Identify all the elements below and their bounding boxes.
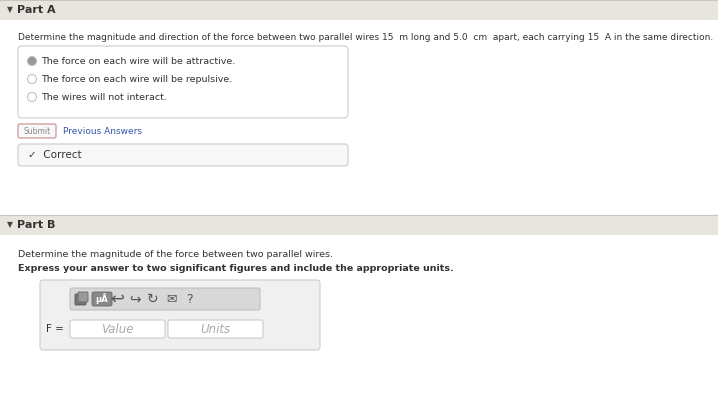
FancyBboxPatch shape [0,215,718,235]
Text: μÅ: μÅ [95,294,108,305]
FancyBboxPatch shape [0,235,718,419]
Text: Part A: Part A [17,5,55,15]
FancyBboxPatch shape [75,294,86,305]
Circle shape [27,93,37,101]
FancyBboxPatch shape [70,288,260,310]
Text: Units: Units [200,323,230,336]
Text: Part B: Part B [17,220,55,230]
Text: Express your answer to two significant figures and include the appropriate units: Express your answer to two significant f… [18,264,454,273]
FancyBboxPatch shape [0,20,718,215]
Circle shape [27,57,37,65]
Text: ✉: ✉ [166,292,176,305]
FancyBboxPatch shape [18,144,348,166]
Text: Determine the magnitude and direction of the force between two parallel wires 15: Determine the magnitude and direction of… [18,33,713,42]
FancyBboxPatch shape [18,124,56,138]
Text: ▼: ▼ [7,5,13,15]
Text: The wires will not interact.: The wires will not interact. [41,93,167,101]
Text: F =: F = [46,324,64,334]
Text: ↩: ↩ [110,290,124,308]
Text: ▼: ▼ [7,220,13,230]
FancyBboxPatch shape [168,320,263,338]
Text: Submit: Submit [24,127,51,135]
FancyBboxPatch shape [40,280,320,350]
Text: Determine the magnitude of the force between two parallel wires.: Determine the magnitude of the force bet… [18,250,333,259]
Text: Value: Value [101,323,134,336]
Text: ?: ? [186,292,192,305]
Text: ↻: ↻ [147,292,159,306]
Circle shape [27,75,37,83]
Text: The force on each wire will be repulsive.: The force on each wire will be repulsive… [41,75,232,83]
FancyBboxPatch shape [70,320,165,338]
FancyBboxPatch shape [18,46,348,118]
FancyBboxPatch shape [92,292,112,306]
FancyBboxPatch shape [0,0,718,20]
Text: The force on each wire will be attractive.: The force on each wire will be attractiv… [41,57,236,65]
FancyBboxPatch shape [78,292,88,302]
Text: ↪: ↪ [129,292,141,306]
Text: ✓  Correct: ✓ Correct [28,150,82,160]
Text: Previous Answers: Previous Answers [63,127,142,135]
